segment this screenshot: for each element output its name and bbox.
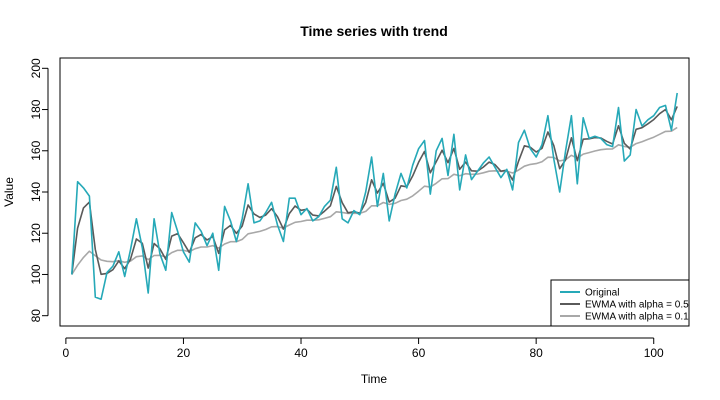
legend-label: Original xyxy=(585,288,619,299)
x-tick-label: 40 xyxy=(294,346,308,360)
legend-label: EWMA with alpha = 0.5 xyxy=(585,300,689,311)
x-tick-label: 100 xyxy=(644,346,664,360)
y-tick-label: 120 xyxy=(29,223,43,243)
x-tick-label: 20 xyxy=(177,346,191,360)
y-axis: 80 100 120 140 160 180 200 xyxy=(29,58,49,323)
series-line-original xyxy=(71,92,678,301)
y-tick-label: 100 xyxy=(29,264,43,284)
series-layer xyxy=(71,92,678,301)
x-tick-label: 0 xyxy=(63,346,70,360)
x-tick-label: 60 xyxy=(412,346,426,360)
y-tick-label: 180 xyxy=(29,99,43,119)
x-tick-label: 80 xyxy=(529,346,543,360)
x-axis: 0 20 40 60 80 100 xyxy=(63,337,664,360)
chart-title: Time series with trend xyxy=(300,23,448,39)
legend-label: EWMA with alpha = 0.1 xyxy=(585,312,689,323)
y-tick-label: 200 xyxy=(29,58,43,78)
y-tick-label: 160 xyxy=(29,140,43,160)
plot-frame xyxy=(59,57,690,327)
y-tick-label: 80 xyxy=(29,309,43,323)
x-axis-title: Time xyxy=(361,372,388,386)
y-tick-label: 140 xyxy=(29,182,43,202)
y-axis-title: Value xyxy=(2,177,16,207)
